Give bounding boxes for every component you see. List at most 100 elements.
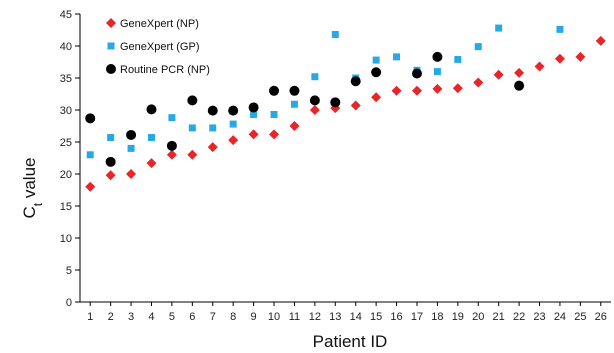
diamond-point [187, 149, 198, 160]
diamond-point [473, 77, 484, 88]
diamond-point [595, 35, 606, 46]
square-point [270, 110, 278, 118]
square-point [107, 134, 115, 142]
x-tick-label: 20 [472, 311, 484, 323]
legend-label: Routine PCR (NP) [120, 64, 210, 76]
diamond-point [269, 129, 280, 140]
circle-point [350, 76, 361, 87]
diamond-point [105, 170, 116, 181]
x-tick-label: 15 [370, 311, 382, 323]
y-tick-label: 0 [66, 297, 72, 309]
x-tick-label: 17 [411, 311, 423, 323]
x-tick-label: 3 [128, 311, 134, 323]
y-axis-title-subscript: t [31, 202, 45, 206]
diamond-point [309, 105, 320, 115]
diamond-point [432, 83, 443, 94]
diamond-point [350, 100, 361, 111]
square-point [86, 151, 94, 159]
y-tick-label: 5 [66, 265, 72, 277]
legend-marker [107, 42, 115, 50]
x-tick-label: 18 [431, 311, 443, 323]
x-tick-label: 9 [251, 311, 257, 323]
legend-marker [106, 64, 116, 74]
y-tick-label: 30 [60, 105, 72, 117]
circle-point [514, 80, 525, 91]
diamond-point [493, 69, 504, 80]
square-point [393, 53, 401, 61]
diamond-point [166, 149, 177, 160]
x-tick-label: 1 [87, 311, 93, 323]
circle-point [187, 95, 198, 106]
diamond-point [411, 85, 422, 96]
circle-point [411, 68, 422, 79]
circle-point [248, 102, 259, 113]
legend: GeneXpert (NP) GeneXpert (GP) Routine PCR … [106, 18, 210, 76]
square-point [290, 100, 298, 108]
x-tick-label: 23 [533, 311, 545, 323]
square-point [127, 144, 135, 152]
square-point [372, 56, 380, 64]
y-tick-label: 25 [60, 137, 72, 149]
square-point [331, 30, 339, 38]
x-tick-label: 2 [108, 311, 114, 323]
x-tick-label: 19 [452, 311, 464, 323]
legend-item: GeneXpert (NP) [106, 18, 199, 30]
circle-point [269, 85, 280, 96]
x-tick-label: 22 [513, 311, 525, 323]
diamond-point [146, 158, 157, 169]
square-point [188, 124, 196, 132]
circle-point [432, 51, 443, 62]
square-point [229, 120, 237, 128]
x-tick-label: 25 [574, 311, 586, 323]
circle-point [207, 105, 218, 116]
y-axis-title-rest: value [20, 158, 39, 203]
x-tick-label: 26 [595, 311, 607, 323]
y-tick-label: 15 [60, 201, 72, 213]
legend-label: GeneXpert (GP) [120, 41, 199, 53]
circle-point [330, 97, 341, 108]
x-tick-label: 14 [350, 311, 362, 323]
circle-point [371, 67, 382, 78]
circle-point [309, 95, 320, 106]
svg-text:Ct value: Ct value [20, 158, 45, 219]
legend-item: GeneXpert (GP) [107, 41, 199, 53]
diamond-point [207, 142, 218, 153]
square-point [168, 114, 176, 122]
circle-point [126, 129, 137, 140]
diamond-point [289, 121, 300, 131]
y-axis-title-main: C [20, 206, 39, 218]
legend-label: GeneXpert (NP) [120, 18, 199, 30]
legend-marker [106, 18, 116, 28]
x-axis-title: Patient ID [313, 332, 388, 351]
y-tick-label: 40 [60, 41, 72, 53]
x-tick-label: 21 [493, 311, 505, 323]
x-tick-label: 16 [390, 311, 402, 323]
x-tick-label: 4 [148, 311, 154, 323]
diamond-point [534, 61, 545, 72]
diamond-point [85, 181, 96, 192]
square-point [433, 68, 441, 76]
square-point [311, 73, 319, 81]
y-tick-label: 20 [60, 169, 72, 181]
y-tick-label: 45 [60, 9, 72, 21]
diamond-point [371, 92, 382, 103]
square-point [454, 55, 462, 63]
circle-point [85, 113, 96, 124]
circle-point [228, 105, 239, 116]
square-point [556, 25, 564, 33]
circle-point [105, 156, 116, 167]
x-tick-label: 6 [189, 311, 195, 323]
square-point [250, 110, 258, 118]
circle-point [289, 85, 300, 96]
series-square [86, 24, 564, 159]
x-tick-label: 11 [289, 311, 300, 323]
x-tick-label: 12 [309, 311, 321, 323]
x-tick-label: 5 [169, 311, 175, 323]
series-circle [85, 51, 525, 167]
legend-item: Routine PCR (NP) [106, 64, 210, 76]
x-tick-label: 24 [554, 311, 566, 323]
x-tick-label: 10 [268, 311, 280, 323]
circle-point [166, 140, 177, 151]
